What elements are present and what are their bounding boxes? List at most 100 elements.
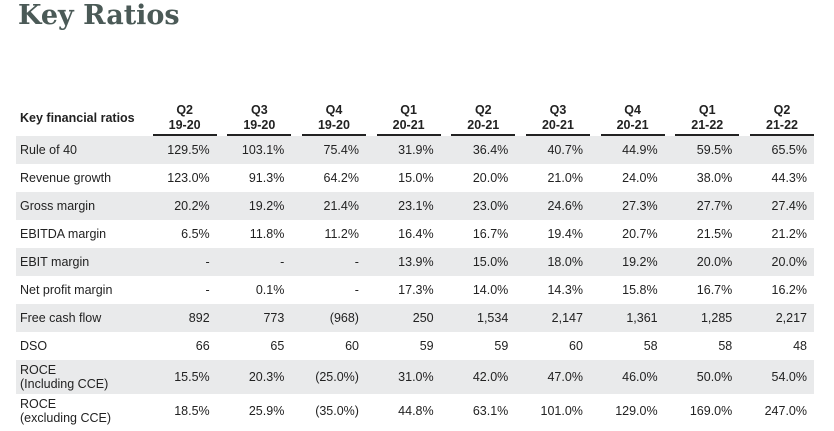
table-cell: 20.0% [472, 171, 509, 185]
table-cell: 64.2% [323, 171, 359, 185]
column-header-quarter: Q4 [325, 103, 343, 117]
table-cell: - [354, 283, 359, 297]
column-header-label: Key financial ratios [20, 111, 135, 125]
table-cell: - [291, 248, 366, 276]
column-header-quarter: Q2 [474, 103, 492, 117]
table-cell: 15.0% [398, 171, 434, 185]
table-cell: 250 [365, 304, 441, 332]
column-header-year: 19-20 [243, 118, 276, 132]
table-row: Revenue growth 123.0% 91.3% 64.2% 15.0% 20.0%… [16, 164, 814, 192]
row-label-text: Net profit margin [20, 283, 113, 297]
table-cell: 19.4% [547, 227, 583, 241]
table-row: Gross margin 20.2% 19.2% 21.4% 23.1% 23.0% 24.… [16, 192, 814, 220]
table-cell: 65 [270, 339, 285, 353]
table-row: ROCE (Including CCE) 15.5% 20.3% (25.0%) 31.0… [16, 360, 814, 394]
table-cell: 63.1% [472, 404, 509, 418]
table-cell: - [142, 248, 217, 276]
table-cell: 0.1% [255, 283, 285, 297]
column-header-quarter: Q1 [698, 103, 716, 117]
row-label-text: DSO [20, 339, 48, 353]
table-cell: 40.7% [515, 136, 590, 164]
table-cell: 2,217 [739, 304, 814, 332]
column-header-year: 19-20 [168, 118, 201, 132]
column-header-quarter: Q2 [176, 103, 193, 117]
table-cell: 14.3% [547, 283, 583, 297]
page-title: Key Ratios [18, 0, 180, 31]
column-header-year: 21-22 [691, 118, 724, 132]
row-label: Gross margin [16, 192, 142, 220]
table-cell: 44.9% [589, 136, 665, 164]
table-cell: 20.3% [216, 360, 292, 394]
row-label: EBITDA margin [16, 220, 142, 248]
column-header-year: 20-21 [616, 118, 649, 132]
table-cell: 1,534 [440, 304, 516, 332]
table-cell: 129.0% [615, 404, 658, 418]
table-cell: 31.9% [365, 136, 441, 164]
table-cell: 44.8% [398, 404, 434, 418]
table-cell: 60 [569, 339, 583, 353]
table-cell: 20.2% [142, 192, 217, 220]
row-label-text: EBITDA margin [20, 227, 107, 241]
table-cell: 18.5% [174, 404, 210, 418]
table-cell: 48 [793, 339, 807, 353]
table-cell: 892 [142, 304, 217, 332]
table-cell: 16.7% [696, 283, 733, 297]
table-cell: 42.0% [440, 360, 516, 394]
table-cell: 21.0% [547, 171, 583, 185]
column-header-year: 21-22 [766, 118, 798, 132]
table-cell: 65.5% [739, 136, 814, 164]
table-row: EBIT margin - - -13.9% 15.0% 18.0% 19.2% 20.0% 2… [16, 248, 814, 276]
table-cell: (35.0%) [315, 404, 359, 418]
table-cell: 16.2% [771, 283, 807, 297]
table-row: Net profit margin - 0.1% - 17.3% 14.0% 14.3% 15… [16, 276, 814, 304]
column-header-year: 19-20 [317, 118, 350, 132]
table-cell: 27.3% [589, 192, 665, 220]
table-cell: 31.0% [365, 360, 441, 394]
table-cell: 13.9% [365, 248, 441, 276]
row-label-subtext: (excluding CCE) [20, 411, 112, 425]
column-header: Q3 20-21 [515, 88, 590, 136]
column-header: Q1 20-21 [366, 88, 441, 136]
row-label: ROCE (Including CCE) [16, 360, 142, 394]
column-header: Q2 20-21 [441, 88, 516, 136]
table-cell: 27.7% [664, 192, 740, 220]
table-cell: 21.5% [696, 227, 733, 241]
table-cell: 20.0% [739, 248, 814, 276]
table-cell: 15.0% [440, 248, 516, 276]
row-label: Rule of 40 [16, 136, 142, 164]
column-header: Q1 21-22 [665, 88, 740, 136]
table-cell: 15.5% [142, 360, 217, 394]
column-header: Q2 21-22 [739, 88, 814, 136]
table-cell: 47.0% [515, 360, 590, 394]
table-cell: 20.0% [664, 248, 740, 276]
table-cell: (25.0%) [291, 360, 366, 394]
column-header-quarter: Q3 [549, 103, 567, 117]
column-header-year: 20-21 [467, 118, 500, 132]
row-label-text: Gross margin [20, 199, 96, 213]
table-cell: 24.0% [622, 171, 658, 185]
table-row: ROCE (excluding CCE) 18.5% 25.9% (35.0%) 44.8… [16, 394, 814, 428]
table-cell: - [205, 283, 210, 297]
row-label-text: Revenue growth [20, 171, 112, 185]
table-cell: 103.1% [216, 136, 292, 164]
row-label: Free cash flow [16, 304, 142, 332]
table-cell: 23.0% [440, 192, 516, 220]
table-cell: 58 [718, 339, 733, 353]
table-cell: 773 [216, 304, 292, 332]
table-cell: 247.0% [764, 404, 807, 418]
table-cell: 27.4% [739, 192, 814, 220]
table-cell: 54.0% [739, 360, 814, 394]
column-header-quarter: Q1 [400, 103, 417, 117]
table-cell: 19.2% [216, 192, 292, 220]
row-label-text: Rule of 40 [20, 143, 77, 157]
column-header: Q4 19-20 [291, 88, 366, 136]
table-cell: 46.0% [589, 360, 665, 394]
table-cell: 14.0% [472, 283, 509, 297]
table-cell: 21.2% [771, 227, 807, 241]
table-cell: 50.0% [664, 360, 740, 394]
table-cell: 59 [494, 339, 509, 353]
table-cell: 91.3% [248, 171, 285, 185]
table-cell: 38.0% [696, 171, 733, 185]
table-cell: 16.4% [398, 227, 434, 241]
table-row: DSO 66 65 60 59 59 60 58 58 48 [16, 332, 814, 360]
